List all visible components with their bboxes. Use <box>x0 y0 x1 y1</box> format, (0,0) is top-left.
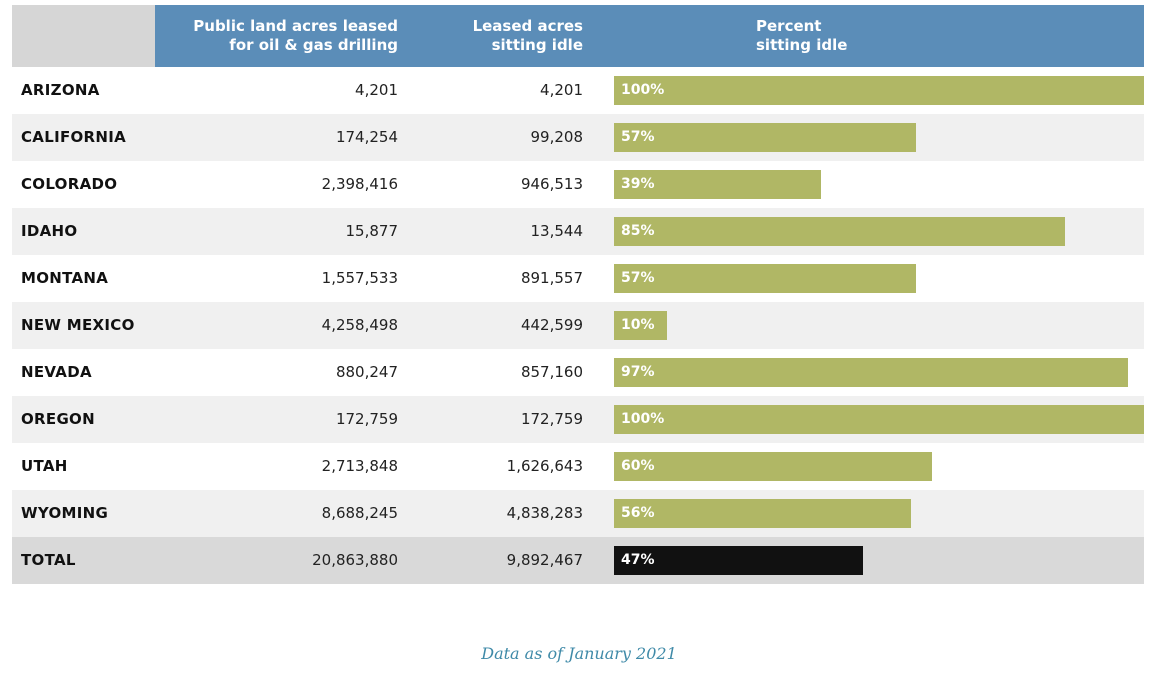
percent-idle-bar: 97% <box>614 358 1128 387</box>
leased-acres-value: 880,247 <box>335 363 398 381</box>
leased-acres-value: 20,863,880 <box>312 551 398 569</box>
state-name: NEW MEXICO <box>21 316 135 334</box>
header-percent-idle: Percent sitting idle <box>756 17 848 54</box>
idle-acres-value: 946,513 <box>520 175 583 193</box>
idle-leases-table: Public land acres leased for oil & gas d… <box>12 5 1144 584</box>
percent-idle-label: 57% <box>621 270 655 286</box>
table-row: MONTANA 1,557,533 891,557 57% <box>12 255 1144 302</box>
percent-idle-label: 60% <box>621 458 655 474</box>
leased-acres-value: 172,759 <box>335 410 398 428</box>
state-name: MONTANA <box>21 269 109 287</box>
table-row: UTAH 2,713,848 1,626,643 60% <box>12 443 1144 490</box>
idle-acres-value: 857,160 <box>520 363 583 381</box>
header-blank-cell <box>12 5 155 67</box>
leased-acres-value: 2,398,416 <box>321 175 398 193</box>
state-name: UTAH <box>21 457 68 475</box>
table-row: ARIZONA 4,201 4,201 100% <box>12 67 1144 114</box>
percent-idle-bar: 57% <box>614 264 916 293</box>
leased-acres-value: 2,713,848 <box>321 457 398 475</box>
percent-idle-bar: 39% <box>614 170 821 199</box>
idle-acres-value: 4,838,283 <box>506 504 583 522</box>
idle-acres-value: 442,599 <box>520 316 583 334</box>
idle-acres-value: 4,201 <box>540 81 583 99</box>
percent-idle-label: 10% <box>621 317 655 333</box>
percent-idle-label: 39% <box>621 176 655 192</box>
percent-idle-label: 100% <box>621 82 665 98</box>
percent-idle-bar: 100% <box>614 405 1144 434</box>
percent-idle-bar: 60% <box>614 452 932 481</box>
table-body: ARIZONA 4,201 4,201 100% CALIFORNIA 174,254 99… <box>12 67 1144 584</box>
percent-idle-label: 57% <box>621 129 655 145</box>
leased-acres-value: 8,688,245 <box>321 504 398 522</box>
table-row: WYOMING 8,688,245 4,838,283 56% <box>12 490 1144 537</box>
percent-idle-label: 97% <box>621 364 655 380</box>
data-date-footnote: Data as of January 2021 <box>481 644 677 663</box>
total-row: TOTAL 20,863,880 9,892,467 47% <box>12 537 1144 584</box>
state-name: NEVADA <box>21 363 92 381</box>
table-row: CALIFORNIA 174,254 99,208 57% <box>12 114 1144 161</box>
percent-idle-label: 56% <box>621 505 655 521</box>
table-row: COLORADO 2,398,416 946,513 39% <box>12 161 1144 208</box>
state-name: ARIZONA <box>21 81 100 99</box>
table-row: IDAHO 15,877 13,544 85% <box>12 208 1144 255</box>
percent-idle-bar: 57% <box>614 123 916 152</box>
state-name: CALIFORNIA <box>21 128 127 146</box>
idle-acres-value: 891,557 <box>520 269 583 287</box>
total-label: TOTAL <box>21 551 76 569</box>
percent-idle-bar: 100% <box>614 76 1144 105</box>
idle-acres-value: 13,544 <box>530 222 584 240</box>
state-name: WYOMING <box>21 504 109 522</box>
header-idle-acres: Leased acres sitting idle <box>472 17 583 54</box>
idle-acres-value: 9,892,467 <box>506 551 583 569</box>
percent-idle-label: 100% <box>621 411 665 427</box>
table-header: Public land acres leased for oil & gas d… <box>12 5 1144 67</box>
state-name: COLORADO <box>21 175 118 193</box>
table-row: NEW MEXICO 4,258,498 442,599 10% <box>12 302 1144 349</box>
header-leased-acres: Public land acres leased for oil & gas d… <box>193 17 398 54</box>
state-name: OREGON <box>21 410 95 428</box>
idle-acres-value: 99,208 <box>530 128 584 146</box>
table-row: OREGON 172,759 172,759 100% <box>12 396 1144 443</box>
percent-idle-label: 85% <box>621 223 655 239</box>
percent-idle-bar: 56% <box>614 499 911 528</box>
idle-acres-value: 1,626,643 <box>506 457 583 475</box>
leased-acres-value: 174,254 <box>335 128 398 146</box>
percent-idle-label: 47% <box>621 552 655 568</box>
total-percent-bar: 47% <box>614 546 863 575</box>
percent-idle-bar: 10% <box>614 311 667 340</box>
leased-acres-value: 1,557,533 <box>321 269 398 287</box>
leased-acres-value: 4,258,498 <box>321 316 398 334</box>
header-band: Public land acres leased for oil & gas d… <box>155 5 1144 67</box>
table-row: NEVADA 880,247 857,160 97% <box>12 349 1144 396</box>
leased-acres-value: 15,877 <box>345 222 399 240</box>
idle-acres-value: 172,759 <box>520 410 583 428</box>
percent-idle-bar: 85% <box>614 217 1065 246</box>
state-name: IDAHO <box>21 222 78 240</box>
leased-acres-value: 4,201 <box>355 81 398 99</box>
